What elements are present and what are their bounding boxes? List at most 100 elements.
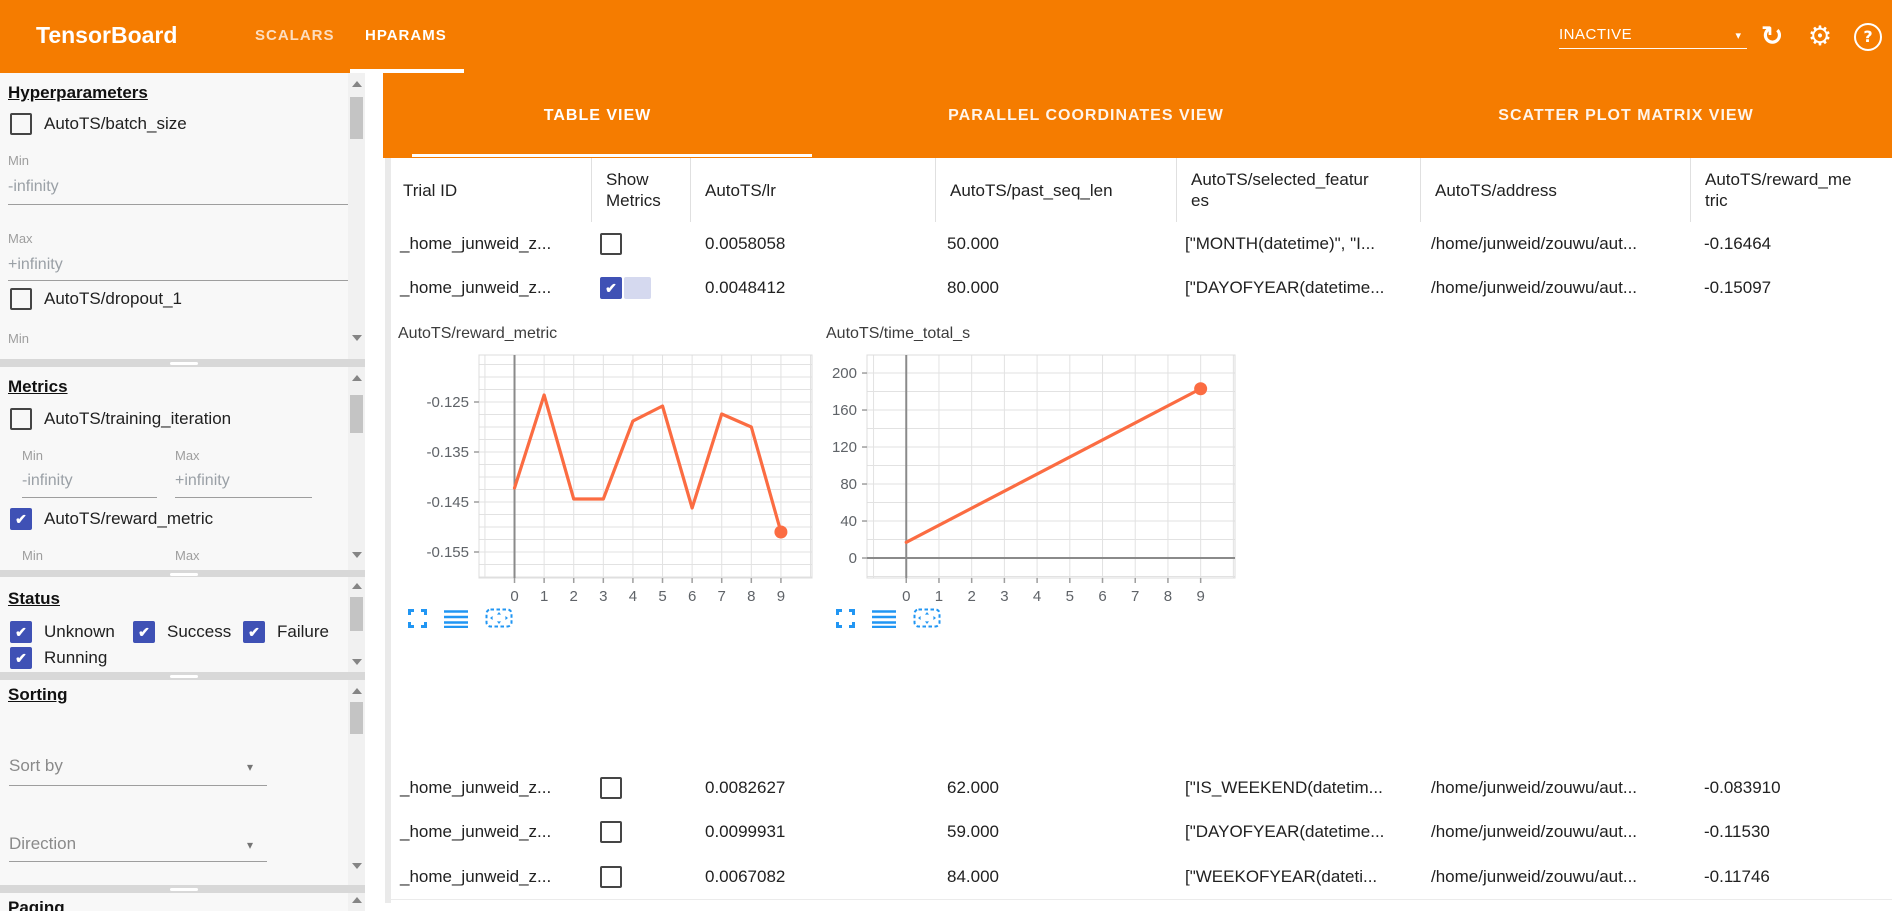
- column-header-past-seq-len[interactable]: AutoTS/past_seq_len: [935, 158, 1177, 222]
- tab-table-view[interactable]: TABLE VIEW: [543, 106, 652, 124]
- selected-features-cell: ["IS_WEEKEND(datetim...: [1185, 777, 1383, 797]
- show-metrics-cell: [591, 854, 690, 899]
- help-icon[interactable]: ?: [1848, 0, 1888, 73]
- section-resize-handle[interactable]: [0, 359, 365, 367]
- column-header-address[interactable]: AutoTS/address: [1420, 158, 1691, 222]
- time-total-line-chart[interactable]: 0 1 2 3 4 5 6 7 8 9 0 40 80 120 160 200: [820, 330, 1250, 608]
- sort-by-select[interactable]: Sort by: [9, 756, 63, 775]
- sidebar-section-status: Status ✔ Unknown ✔ Success ✔ Failure ✔ R…: [0, 577, 365, 672]
- scroll-down-icon[interactable]: [352, 863, 362, 869]
- checkbox-dropout-1[interactable]: [10, 288, 32, 310]
- column-header-lr[interactable]: AutoTS/lr: [690, 158, 936, 222]
- svg-text:8: 8: [1164, 588, 1172, 605]
- scroll-thumb[interactable]: [350, 702, 363, 734]
- table-row[interactable]: _home_junweid_z... ✔ 0.0048412 80.000 ["…: [391, 265, 1892, 311]
- show-metrics-checkbox[interactable]: ✔: [600, 276, 622, 299]
- column-header-show-metrics[interactable]: Show Metrics: [591, 158, 691, 222]
- table-row[interactable]: _home_junweid_z... 0.0058058 50.000 ["MO…: [391, 222, 1892, 266]
- sorting-title: Sorting: [8, 685, 68, 704]
- column-header-reward-metric[interactable]: AutoTS/reward_metric: [1690, 158, 1892, 222]
- svg-text:9: 9: [777, 588, 785, 605]
- scroll-up-icon[interactable]: [352, 897, 362, 903]
- checkbox-status-running[interactable]: ✔: [10, 647, 32, 669]
- svg-text:-0.125: -0.125: [426, 394, 469, 411]
- section-resize-handle[interactable]: [0, 885, 365, 893]
- svg-text:2: 2: [968, 588, 976, 605]
- checkbox-status-failure[interactable]: ✔: [243, 621, 265, 643]
- max-input[interactable]: +infinity: [175, 472, 230, 489]
- scroll-up-icon[interactable]: [352, 81, 362, 87]
- section-scrollbar[interactable]: [348, 367, 365, 570]
- tab-parallel-coordinates-view[interactable]: PARALLEL COORDINATES VIEW: [948, 106, 1224, 124]
- max-label: Max: [175, 448, 200, 463]
- min-input[interactable]: -infinity: [22, 472, 73, 489]
- sidebar-section-hyperparameters: Hyperparameters AutoTS/batch_size Min -i…: [0, 73, 365, 359]
- table-row[interactable]: _home_junweid_z... 0.0067082 84.000 ["WE…: [391, 854, 1892, 900]
- main-left-scroll-track[interactable]: [385, 158, 391, 903]
- scroll-thumb[interactable]: [350, 395, 363, 433]
- scroll-down-icon[interactable]: [352, 335, 362, 341]
- tab-scatter-plot-matrix-view[interactable]: SCATTER PLOT MATRIX VIEW: [1498, 106, 1754, 124]
- section-resize-handle[interactable]: [0, 570, 365, 578]
- series-list-icon[interactable]: [872, 609, 896, 628]
- direction-select[interactable]: Direction: [9, 834, 77, 853]
- metric-reward-metric-row[interactable]: ✔ AutoTS/reward_metric: [10, 508, 213, 530]
- table-row[interactable]: _home_junweid_z... 0.0082627 62.000 ["IS…: [391, 765, 1892, 811]
- scroll-up-icon[interactable]: [352, 583, 362, 589]
- fullscreen-icon[interactable]: [408, 608, 427, 628]
- svg-text:1: 1: [935, 588, 943, 605]
- checkbox-status-success[interactable]: ✔: [133, 621, 155, 643]
- section-resize-handle[interactable]: [0, 672, 365, 680]
- input-underline: [175, 497, 312, 498]
- settings-gear-icon[interactable]: ⚙: [1807, 21, 1833, 52]
- status-unknown-row[interactable]: ✔ Unknown: [10, 621, 115, 643]
- reset-pan-zoom-icon[interactable]: [485, 608, 513, 628]
- checkbox-training-iteration[interactable]: [10, 408, 32, 430]
- checkbox-reward-metric[interactable]: ✔: [10, 508, 32, 530]
- checkbox-status-unknown[interactable]: ✔: [10, 621, 32, 643]
- column-header-selected-features[interactable]: AutoTS/selected_features: [1176, 158, 1421, 222]
- section-scrollbar[interactable]: [348, 577, 365, 672]
- section-scrollbar[interactable]: [348, 680, 365, 885]
- reset-pan-zoom-icon[interactable]: [913, 608, 941, 628]
- fullscreen-icon[interactable]: [836, 608, 855, 628]
- reward-metric-line-chart[interactable]: 0 1 2 3 4 5 6 7 8 9 -0.125 -0.135 -0.145 -0.155: [392, 330, 820, 608]
- show-metrics-checkbox[interactable]: [600, 776, 622, 799]
- section-scrollbar[interactable]: [348, 893, 365, 911]
- scroll-up-icon[interactable]: [352, 375, 362, 381]
- show-metrics-checkbox[interactable]: [600, 821, 622, 843]
- section-scrollbar[interactable]: [348, 73, 365, 359]
- checkbox-batch-size[interactable]: [10, 113, 32, 135]
- column-header-trial-id[interactable]: Trial ID: [403, 180, 458, 200]
- metric-label: AutoTS/training_iteration: [44, 409, 232, 428]
- address-cell: /home/junweid/zouwu/aut...: [1431, 866, 1638, 886]
- min-input[interactable]: -infinity: [8, 178, 59, 195]
- show-metrics-checkbox[interactable]: [600, 232, 622, 255]
- hparam-batch-size-row[interactable]: AutoTS/batch_size: [10, 113, 187, 135]
- scroll-thumb[interactable]: [350, 597, 363, 631]
- input-underline: [8, 204, 349, 205]
- chart-toolbar: [408, 608, 513, 628]
- sidebar: Hyperparameters AutoTS/batch_size Min -i…: [0, 73, 365, 911]
- nav-tab-hparams[interactable]: HPARAMS: [365, 27, 447, 44]
- svg-text:7: 7: [1131, 588, 1139, 605]
- reload-icon[interactable]: ↻: [1760, 21, 1784, 52]
- nav-tab-scalars[interactable]: SCALARS: [255, 27, 335, 44]
- max-input[interactable]: +infinity: [8, 256, 63, 273]
- scroll-thumb[interactable]: [350, 97, 363, 139]
- table-header: Trial ID Show Metrics AutoTS/lr AutoTS/p…: [391, 158, 1892, 223]
- scroll-up-icon[interactable]: [352, 688, 362, 694]
- status-success-row[interactable]: ✔ Success: [133, 621, 231, 643]
- reload-interval-select[interactable]: INACTIVE ▾: [1559, 0, 1747, 73]
- show-metrics-checkbox[interactable]: [600, 865, 622, 888]
- table-row[interactable]: _home_junweid_z... 0.0099931 59.000 ["DA…: [391, 810, 1892, 855]
- scroll-down-icon[interactable]: [352, 552, 362, 558]
- status-failure-row[interactable]: ✔ Failure: [243, 621, 329, 643]
- scroll-down-icon[interactable]: [352, 659, 362, 665]
- appbar: TensorBoard SCALARS HPARAMS INACTIVE ▾ ↻…: [0, 0, 1892, 73]
- metric-training-iteration-row[interactable]: AutoTS/training_iteration: [10, 408, 231, 430]
- series-list-icon[interactable]: [444, 609, 468, 628]
- hparam-dropout-row[interactable]: AutoTS/dropout_1: [10, 288, 182, 310]
- status-running-row[interactable]: ✔ Running: [10, 647, 107, 669]
- svg-text:6: 6: [1098, 588, 1106, 605]
